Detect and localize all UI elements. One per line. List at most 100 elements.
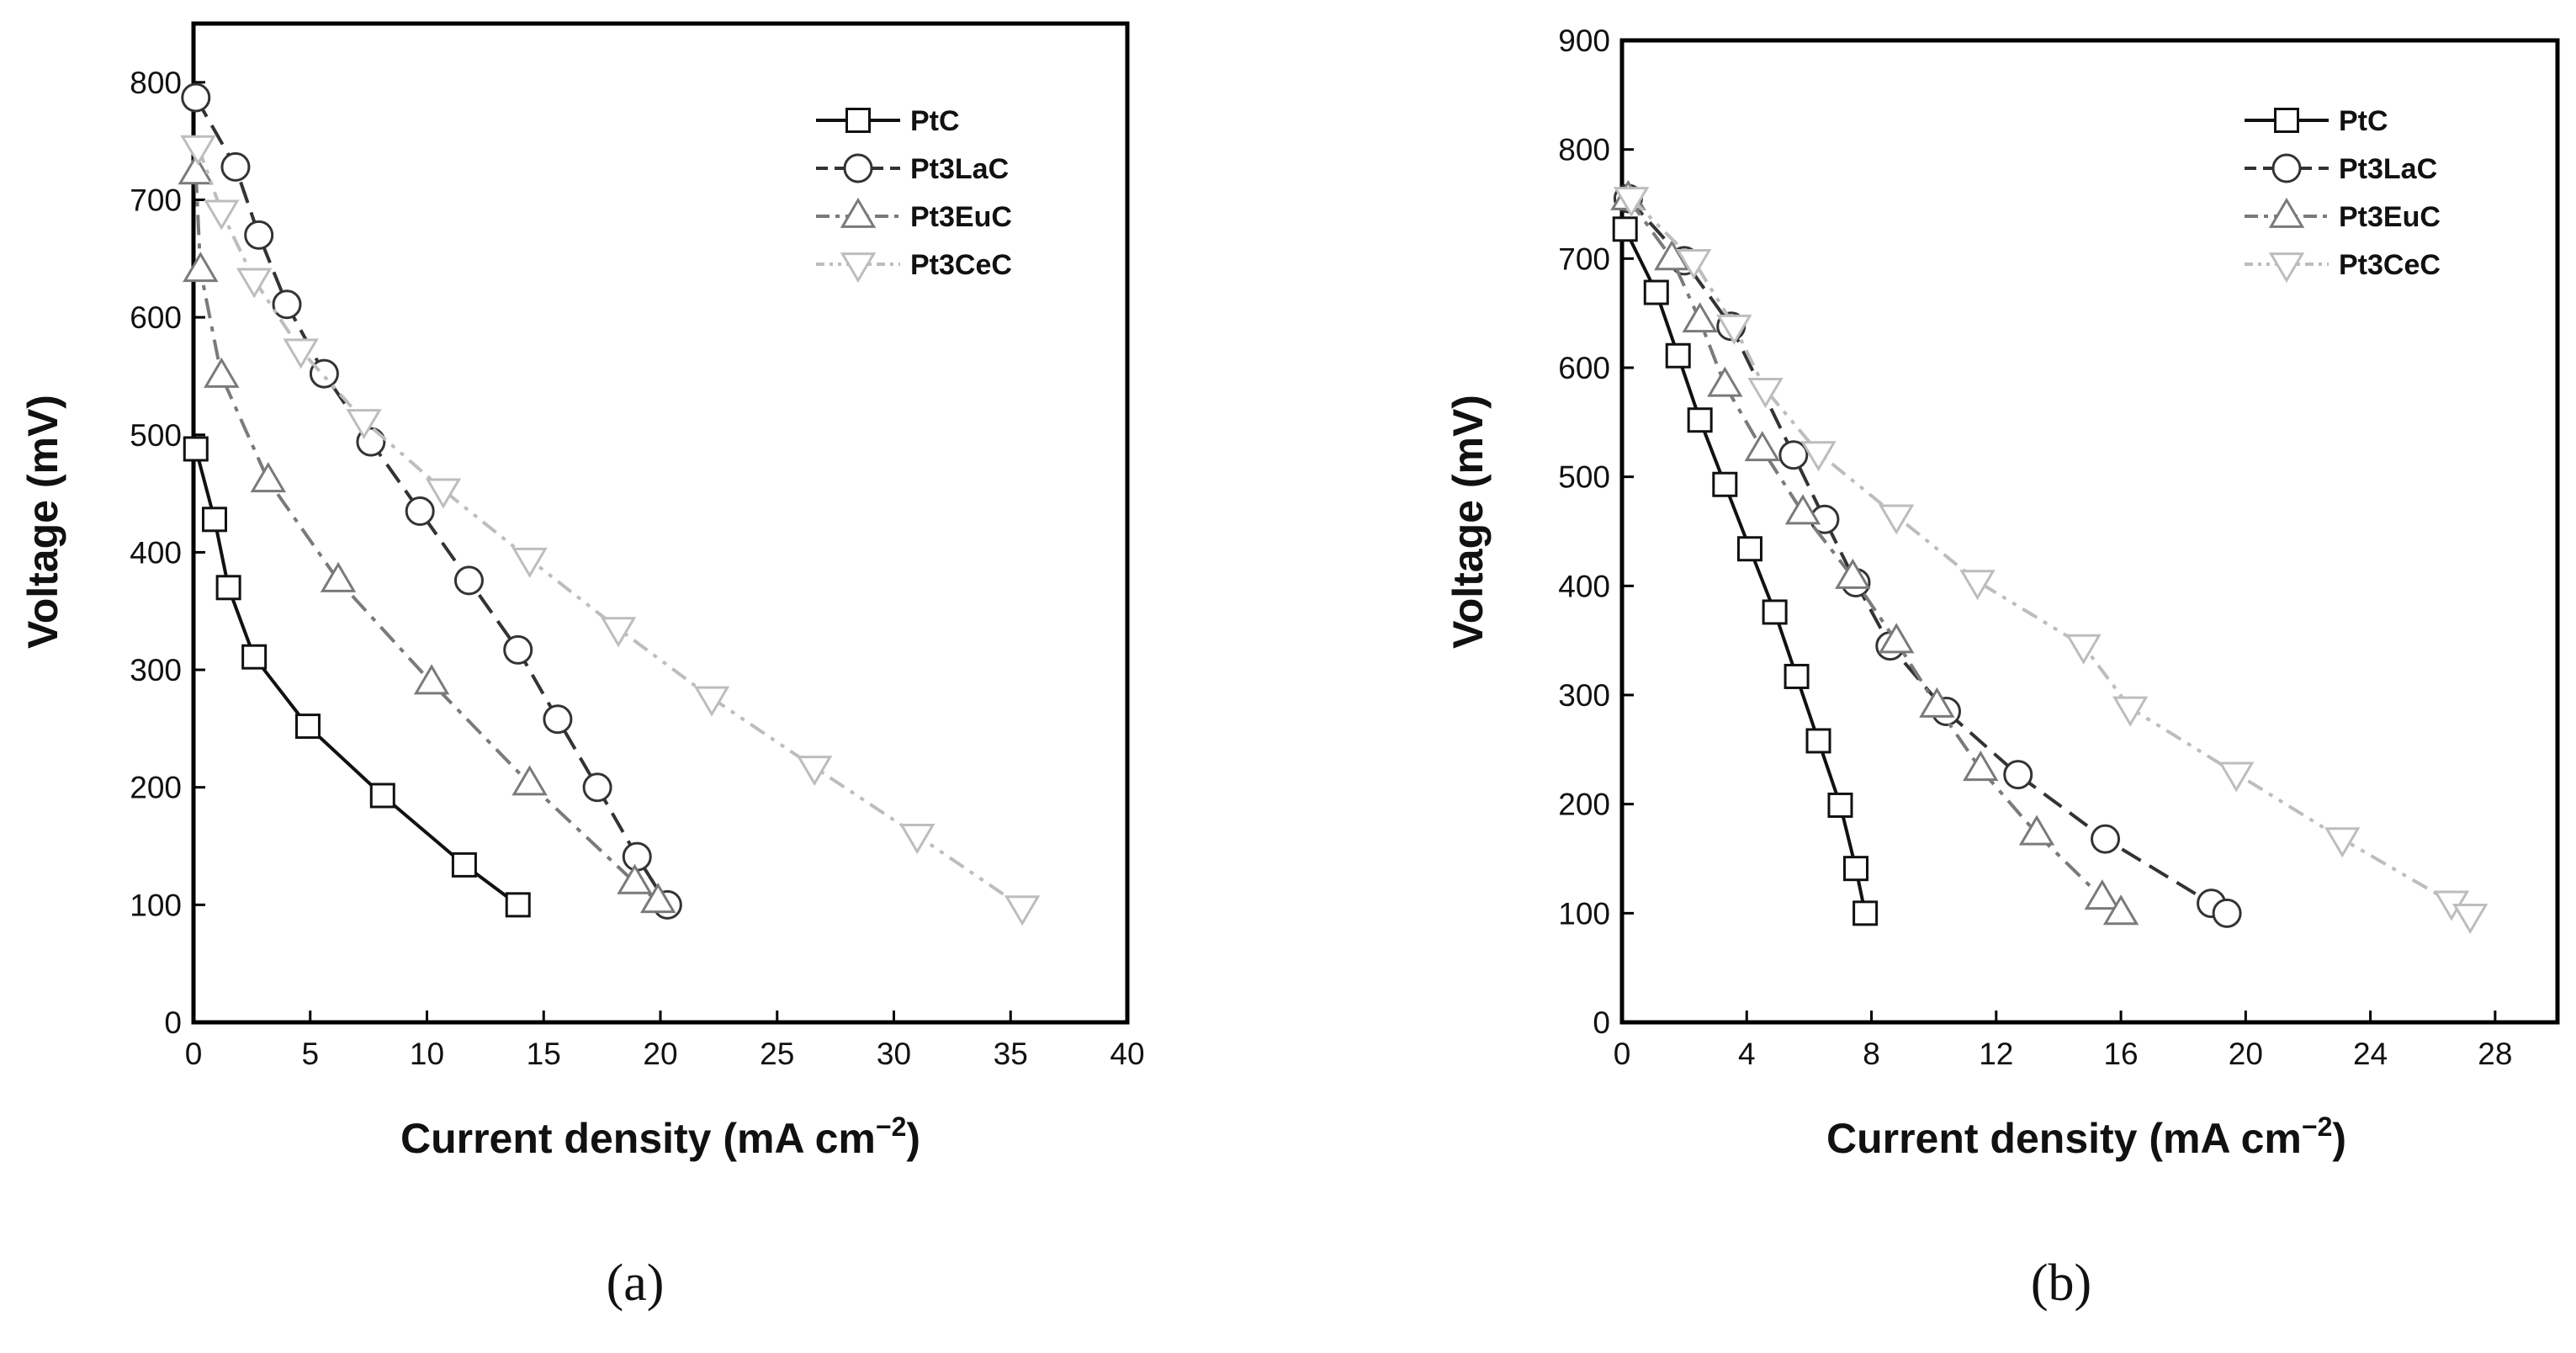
data-point [1805,728,1831,754]
data-point [1665,342,1691,369]
x-axis-title-main: Current density (mA cm [1826,1115,2302,1162]
y-tick-label: 200 [1558,788,1610,822]
data-point [2065,634,2102,665]
data-point [1762,599,1788,625]
legend-label: Pt3CeC [2339,249,2441,281]
x-tick-label: 16 [2103,1037,2138,1071]
data-point [1878,623,1915,654]
data-point [1784,663,1810,689]
y-axis-title: Voltage (mV) [1444,395,1492,649]
series-line-pt3euc [193,172,660,903]
legend-marker [2271,153,2302,183]
x-tick-label: 5 [301,1037,319,1071]
legend-entry-pt3lac: Pt3LaC [816,153,1009,185]
data-point [272,289,302,320]
legend-label: PtC [2339,105,2388,137]
x-axis-title-close: ) [2332,1115,2346,1162]
y-tick-label: 400 [130,535,182,570]
legend-label: PtC [910,105,960,137]
y-tick-label: 400 [1558,569,1610,603]
data-point [503,634,533,665]
data-point [1707,366,1743,397]
data-point [294,714,321,740]
legend-entry-pt3cec: Pt3CeC [816,249,1012,284]
data-point [899,824,936,855]
data-point [1852,900,1879,926]
series-pt3cec [1613,187,2489,935]
x-tick-label: 4 [1738,1037,1756,1071]
legend-label: Pt3CeC [910,249,1012,281]
x-tick-label: 0 [1614,1037,1631,1071]
data-point [640,882,676,914]
y-tick-label: 500 [1558,460,1610,495]
legend-label: Pt3EuC [910,201,1012,233]
y-tick-label: 800 [1558,133,1610,167]
data-point [1687,407,1713,433]
data-point [2218,761,2255,793]
legend-entry-ptc: PtC [816,105,960,137]
chart-panel-a: 0 5 10 15 20 25 30 35 40010020030040050060070080… [19,21,1145,1312]
panel-label-b: (b) [2031,1255,2091,1312]
data-point [236,268,273,299]
data-point [204,199,240,231]
series-line-pt3lac [1626,197,2229,915]
data-point [1827,792,1853,818]
x-tick-label: 20 [643,1037,677,1071]
data-point [622,841,652,872]
data-point [2451,904,2489,935]
y-tick-label: 0 [1593,1005,1610,1040]
data-point [1959,570,1996,601]
y-tick-label: 600 [1558,351,1610,385]
data-point [2102,894,2139,926]
data-point [2091,824,2121,854]
legend-marker [845,108,871,133]
data-point [1800,441,1837,472]
data-point [183,252,219,283]
y-tick-label: 600 [130,300,182,335]
data-point [1963,750,1999,782]
data-point [505,892,531,918]
y-tick-label: 100 [130,888,182,922]
x-axis-title-superscript: −2 [876,1112,906,1142]
series-ptc [183,436,531,918]
x-tick-label: 8 [1863,1037,1880,1071]
data-point [346,409,382,440]
data-point [543,704,573,735]
x-tick-label: 15 [527,1037,561,1071]
y-tick-label: 300 [1558,678,1610,713]
data-point [241,644,268,670]
series-pt3cec [180,135,1041,926]
plot-frame [1619,38,2560,1025]
legend-entry-pt3cec: Pt3CeC [2245,249,2441,284]
data-point [201,507,227,533]
y-tick-label: 0 [164,1005,182,1040]
data-point [2112,696,2149,727]
x-axis-title-main: Current density (mA cm [400,1115,876,1162]
data-point [1613,187,1650,218]
y-tick-label: 100 [1558,896,1610,931]
data-point [2324,827,2361,858]
data-point [220,151,251,182]
data-point [178,154,214,185]
data-point [244,220,274,250]
legend-entry-pt3euc: Pt3EuC [2245,197,2441,233]
data-point [1878,504,1915,535]
x-tick-label: 40 [1110,1037,1144,1071]
series-pt3lac [1613,183,2242,928]
y-tick-label: 700 [130,183,182,217]
data-point [1736,536,1762,562]
y-tick-label: 800 [130,66,182,100]
x-axis-title: Current density (mA cm−2) [1826,1112,2346,1162]
legend-label: Pt3EuC [2339,201,2441,233]
series-line-pt3euc [1626,197,2123,915]
series-line-pt3cec [196,146,1024,909]
data-point [425,478,462,509]
panel-label-a: (a) [607,1255,665,1312]
data-point [1744,431,1781,462]
data-point [796,756,833,787]
legend-entry-ptc: PtC [2245,105,2388,137]
data-point [183,436,209,462]
x-tick-label: 12 [1979,1037,2013,1071]
data-point [1843,856,1868,882]
series-pt3lac [181,82,682,920]
